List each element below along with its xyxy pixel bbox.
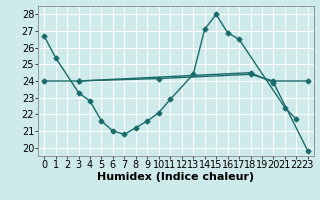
- X-axis label: Humidex (Indice chaleur): Humidex (Indice chaleur): [97, 172, 255, 182]
